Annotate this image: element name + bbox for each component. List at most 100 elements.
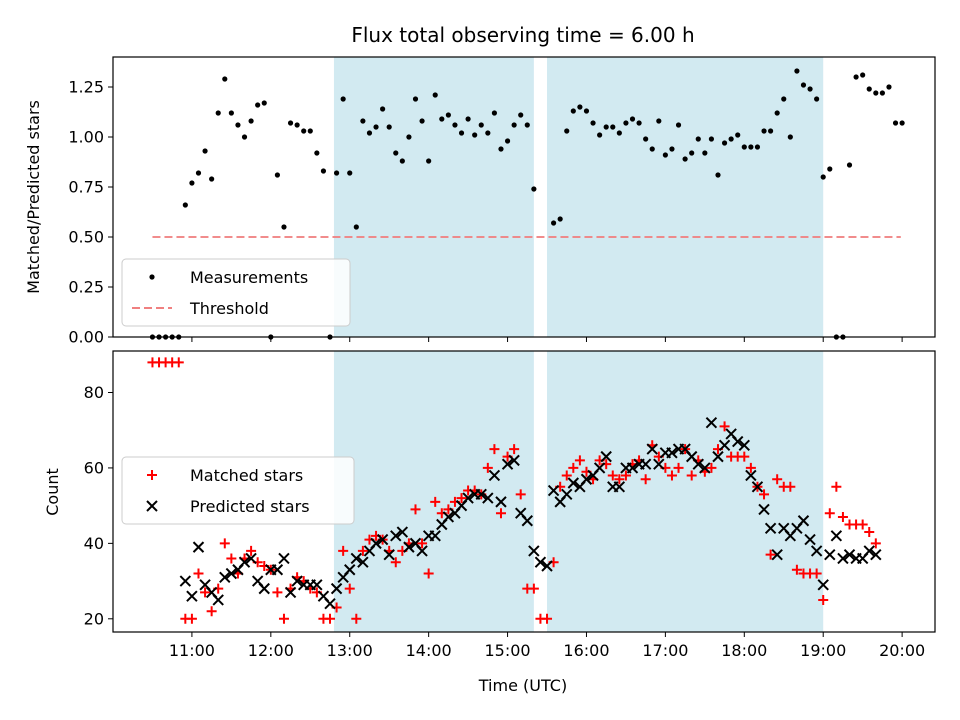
predicted-star-point xyxy=(600,450,612,463)
matched-star-point xyxy=(272,587,283,598)
predicted-star-point xyxy=(192,541,205,553)
measurement-point xyxy=(215,110,221,116)
matched-star-point xyxy=(515,489,526,500)
predicted-star-point xyxy=(692,458,704,470)
predicted-star-point xyxy=(870,548,882,561)
matched-star-point xyxy=(390,557,401,568)
predicted-star-point xyxy=(817,579,829,591)
measurement-point xyxy=(524,122,530,128)
predicted-star-point xyxy=(705,416,718,429)
legend-box xyxy=(121,456,355,525)
measurement-point xyxy=(281,224,287,230)
legend-label: Predicted stars xyxy=(190,497,310,516)
measurement-point xyxy=(439,116,445,122)
measurement-point xyxy=(590,120,596,126)
measurement-point xyxy=(814,96,820,102)
matched-star-point xyxy=(620,470,631,481)
measurement-point xyxy=(518,112,524,118)
measurement-point xyxy=(689,150,695,156)
measurement-point xyxy=(656,118,662,124)
predicted-star-point xyxy=(745,469,757,482)
predicted-star-point xyxy=(764,522,777,534)
matched-star-point xyxy=(325,613,336,624)
x-tick-label: 16:00 xyxy=(563,641,609,660)
measurement-point xyxy=(715,172,721,178)
predicted-star-point xyxy=(810,545,823,557)
predicted-star-point xyxy=(186,590,198,602)
measurement-point xyxy=(623,120,629,126)
matched-star-point xyxy=(772,474,783,485)
predicted-star-point xyxy=(561,488,573,501)
predicted-star-point xyxy=(403,541,415,553)
predicted-star-point xyxy=(567,477,580,489)
predicted-star-point xyxy=(804,533,816,546)
measurement-point xyxy=(610,124,616,130)
predicted-star-point xyxy=(508,454,520,467)
matched-star-point xyxy=(542,613,553,624)
predicted-star-point xyxy=(179,575,192,587)
predicted-star-point xyxy=(534,556,547,568)
measurement-point xyxy=(347,170,353,176)
matched-star-point xyxy=(417,538,428,549)
measurement-point xyxy=(301,128,307,134)
matched-star-point xyxy=(206,606,217,617)
predicted-star-point xyxy=(429,530,441,542)
predicted-star-point xyxy=(593,462,606,474)
measurement-point xyxy=(583,108,590,114)
y-tick-label: 1.25 xyxy=(68,78,104,97)
measurement-point xyxy=(209,176,215,182)
predicted-star-point xyxy=(732,435,744,448)
measurement-point xyxy=(820,174,826,180)
measurement-point xyxy=(649,146,655,152)
legend-label: Measurements xyxy=(190,268,308,287)
x-tick-label: 11:00 xyxy=(169,641,215,660)
predicted-star-point xyxy=(376,533,389,546)
matched-star-point xyxy=(686,470,697,481)
measurement-point xyxy=(202,148,208,154)
predicted-star-point xyxy=(653,458,665,470)
measurement-point xyxy=(846,162,853,168)
matched-star-point xyxy=(219,538,230,549)
predicted-star-point xyxy=(330,582,343,595)
measurement-point xyxy=(564,128,570,134)
matched-star-point xyxy=(456,493,467,504)
measurement-point xyxy=(636,120,642,126)
predicted-star-point xyxy=(462,492,474,504)
measurement-point xyxy=(307,128,313,134)
measurement-point xyxy=(682,156,688,162)
measurement-point xyxy=(629,116,636,122)
measurement-point xyxy=(294,122,300,128)
measurement-point xyxy=(807,86,813,92)
y-tick-label: 0.00 xyxy=(68,328,104,347)
predicted-star-point xyxy=(547,484,560,497)
predicted-star-point xyxy=(495,496,507,508)
measurement-point xyxy=(866,86,872,92)
predicted-star-point xyxy=(350,552,363,565)
measurement-point xyxy=(899,120,905,126)
measurement-point xyxy=(774,110,780,116)
measurement-point xyxy=(892,120,899,126)
x-tick-label: 12:00 xyxy=(248,641,294,660)
predicted-star-point xyxy=(344,564,356,576)
predicted-star-point xyxy=(718,439,731,452)
chart-title: Flux total observing time = 6.00 h xyxy=(351,23,694,47)
measurement-point xyxy=(531,186,537,192)
x-tick-label: 14:00 xyxy=(406,641,452,660)
shaded-interval xyxy=(333,351,534,632)
matched-star-point xyxy=(509,444,520,455)
measurement-point xyxy=(735,132,741,138)
predicted-star-point xyxy=(613,481,626,493)
legend-matched-marker xyxy=(147,470,157,480)
y-tick-label: 0.75 xyxy=(68,178,104,197)
measurement-point xyxy=(800,82,807,88)
measurement-point xyxy=(557,216,563,222)
predicted-star-point xyxy=(278,552,290,565)
predicted-star-point xyxy=(521,515,533,527)
matched-star-point xyxy=(791,564,802,575)
measurement-point xyxy=(189,180,195,186)
predicted-star-point xyxy=(482,492,494,504)
measurement-point xyxy=(182,202,188,208)
matched-star-point xyxy=(495,508,506,519)
predicted-star-point xyxy=(758,503,770,516)
matched-star-point xyxy=(574,455,585,466)
